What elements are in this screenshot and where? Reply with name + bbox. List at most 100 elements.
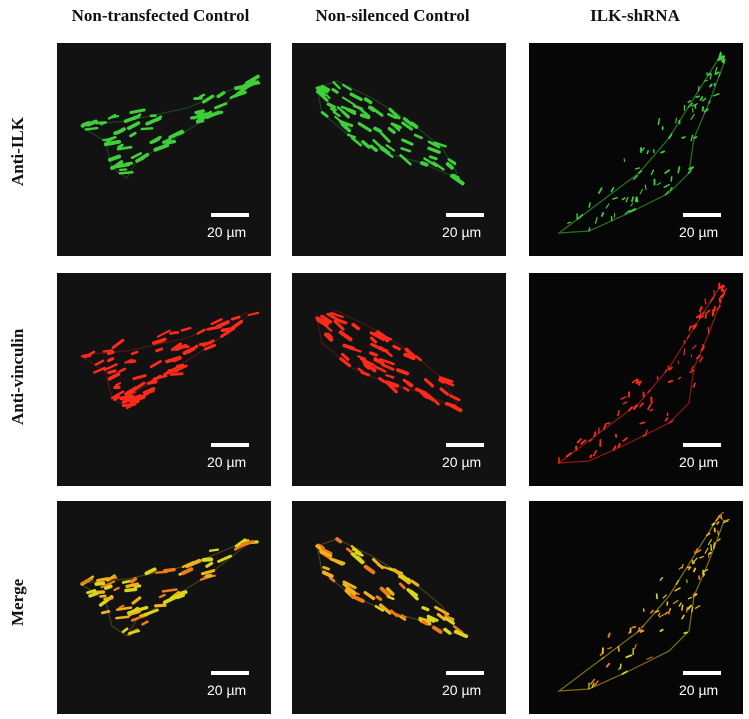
scale-bar <box>683 671 721 675</box>
adhesion-mark <box>168 129 184 140</box>
adhesion-mark <box>708 100 711 104</box>
adhesion-mark <box>590 678 596 685</box>
adhesion-mark <box>172 356 182 363</box>
adhesion-mark <box>691 606 694 613</box>
adhesion-mark <box>371 557 384 570</box>
adhesion-mark <box>316 89 329 102</box>
adhesion-mark <box>694 557 698 562</box>
adhesion-mark <box>129 108 146 115</box>
adhesion-mark <box>704 547 709 554</box>
adhesion-mark <box>149 359 162 369</box>
scale-bar <box>211 443 249 447</box>
adhesion-mark <box>127 359 137 364</box>
adhesion-mark <box>86 589 97 595</box>
adhesion-mark <box>686 604 692 611</box>
scale-bar <box>446 443 484 447</box>
adhesion-mark <box>681 614 685 620</box>
adhesion-mark <box>106 574 116 582</box>
adhesion-mark <box>656 182 662 186</box>
cell-image <box>315 80 465 186</box>
column-header-non-transfected: Non-transfected Control <box>58 6 263 26</box>
adhesion-mark <box>641 147 645 152</box>
cell-image <box>80 74 261 179</box>
adhesion-mark <box>624 209 631 215</box>
adhesion-mark <box>692 108 694 113</box>
adhesion-mark <box>707 72 712 77</box>
adhesion-mark <box>667 365 670 371</box>
adhesion-mark <box>686 566 691 569</box>
adhesion-mark <box>605 662 611 668</box>
adhesion-mark <box>190 114 202 120</box>
adhesion-mark <box>400 147 412 153</box>
adhesion-mark <box>128 629 141 635</box>
adhesion-mark <box>143 608 159 617</box>
adhesion-mark <box>130 152 142 160</box>
adhesion-mark <box>121 627 129 633</box>
adhesion-mark <box>114 382 122 387</box>
adhesion-mark <box>414 355 422 362</box>
adhesion-mark <box>426 616 436 623</box>
adhesion-mark <box>385 144 396 152</box>
adhesion-mark <box>169 331 180 335</box>
adhesion-mark <box>369 331 386 342</box>
adhesion-mark <box>637 382 641 386</box>
adhesion-mark <box>717 538 721 542</box>
adhesion-mark <box>121 402 137 408</box>
adhesion-mark <box>201 557 214 562</box>
adhesion-mark <box>146 380 158 385</box>
adhesion-mark <box>420 161 429 167</box>
adhesion-mark <box>174 343 188 352</box>
adhesion-mark <box>351 322 360 331</box>
adhesion-mark <box>695 315 700 319</box>
adhesion-mark <box>126 607 140 615</box>
adhesion-mark <box>387 126 396 134</box>
adhesion-mark <box>375 595 383 601</box>
row-label-anti-ilk: Anti-ILK <box>8 117 27 187</box>
adhesion-mark <box>402 386 410 392</box>
adhesion-mark <box>683 631 688 635</box>
adhesion-mark <box>106 137 114 143</box>
adhesion-mark <box>233 542 247 551</box>
adhesion-mark <box>330 107 337 112</box>
adhesion-mark <box>199 110 213 121</box>
cell-outline <box>81 82 250 179</box>
adhesion-mark <box>176 594 185 600</box>
adhesion-mark <box>695 548 699 553</box>
adhesion-mark <box>106 350 115 355</box>
adhesion-mark <box>144 567 157 576</box>
adhesion-mark <box>153 339 165 345</box>
adhesion-mark <box>690 134 694 142</box>
adhesion-mark <box>699 555 704 559</box>
adhesion-mark <box>646 150 649 155</box>
adhesion-mark <box>357 367 364 372</box>
adhesion-mark <box>362 359 377 373</box>
adhesion-mark <box>704 298 707 305</box>
adhesion-mark <box>205 561 214 568</box>
column-header-non-silenced: Non-silenced Control <box>315 6 470 25</box>
adhesion-mark <box>119 394 134 401</box>
adhesion-mark <box>378 603 392 615</box>
cell-image <box>80 538 259 637</box>
adhesion-mark <box>722 520 729 524</box>
adhesion-mark <box>121 395 138 404</box>
adhesion-mark <box>631 378 638 384</box>
adhesion-mark <box>350 594 365 603</box>
adhesion-mark <box>331 88 339 94</box>
adhesion-mark <box>588 227 591 232</box>
adhesion-mark <box>654 610 660 614</box>
adhesion-mark <box>373 365 387 373</box>
adhesion-mark <box>373 126 382 133</box>
adhesion-mark <box>657 612 661 617</box>
adhesion-mark <box>709 83 713 88</box>
adhesion-mark <box>707 326 710 334</box>
adhesion-mark <box>427 140 441 149</box>
adhesion-mark <box>718 72 721 78</box>
adhesion-mark <box>593 680 599 687</box>
adhesion-mark <box>642 434 647 437</box>
adhesion-mark <box>350 136 363 147</box>
adhesion-mark <box>698 306 703 312</box>
adhesion-mark <box>320 111 329 118</box>
adhesion-mark <box>634 167 641 170</box>
adhesion-mark <box>385 587 395 596</box>
adhesion-mark <box>687 596 693 600</box>
